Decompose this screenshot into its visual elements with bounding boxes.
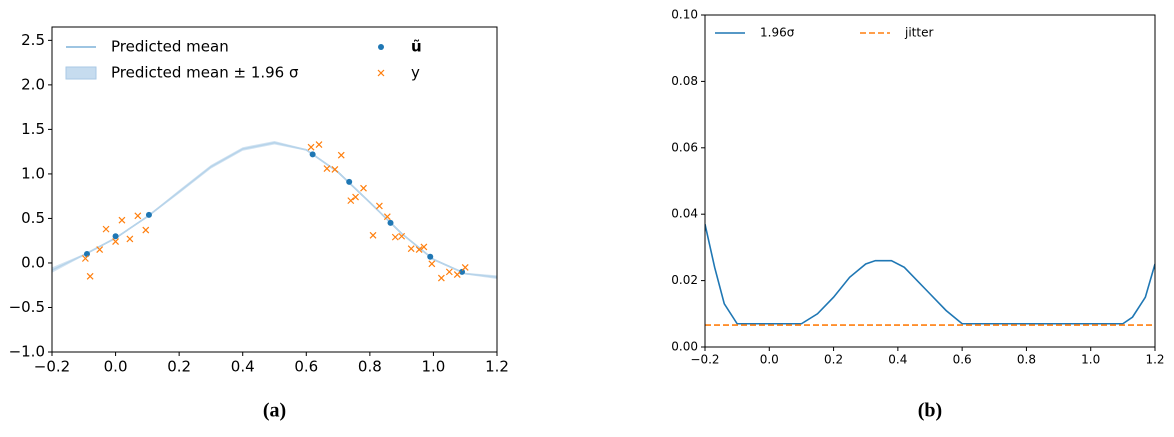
data-point <box>375 202 383 210</box>
data-point <box>145 211 152 218</box>
y-tick-label: 1.0 <box>21 164 45 182</box>
legend-label: Predicted mean <box>111 38 229 56</box>
y-tick-label: 1.5 <box>21 120 45 138</box>
x-tick-label: 1.2 <box>1145 353 1164 367</box>
legend-label: 1.96σ <box>760 26 795 40</box>
x-tick-label: 0.6 <box>953 353 972 367</box>
data-point <box>407 245 415 253</box>
legend-swatch <box>377 69 385 77</box>
panel: −0.2 0.0 0.2 0.4 0.6 0.8 1.0 1.2 −1.0 −0.5 0.0 0.5 1… <box>9 26 509 422</box>
y-tick-label: 0.00 <box>671 340 698 354</box>
data-point <box>337 151 345 159</box>
data-point <box>81 255 89 262</box>
x-tick-label: 1.2 <box>485 358 509 376</box>
data-point <box>383 213 391 221</box>
x-tick-label: 0.2 <box>167 358 191 376</box>
data-point <box>331 166 339 173</box>
x-tick-label: 0.8 <box>358 358 382 376</box>
data-point <box>102 225 110 233</box>
y-tick-label: −1.0 <box>9 343 45 361</box>
data-point <box>118 216 126 224</box>
x-tick-label: −0.2 <box>34 358 70 376</box>
data-point <box>309 151 316 158</box>
y-tick-label: 0.04 <box>671 207 698 221</box>
y-tick-label: 0.5 <box>21 209 45 227</box>
data-point <box>352 193 359 201</box>
data-point <box>112 233 119 240</box>
legend-swatch <box>65 66 97 80</box>
caption: (a) <box>263 400 286 422</box>
data-point <box>323 165 331 172</box>
data-point <box>420 243 428 251</box>
y-tick-label: −0.5 <box>9 298 45 316</box>
legend-swatch <box>378 44 384 50</box>
y-tick-label: 2.0 <box>21 75 45 93</box>
legend-label: y <box>411 64 420 82</box>
data-point <box>398 232 406 240</box>
axes-frame <box>704 14 1156 348</box>
axes-frame <box>51 26 498 353</box>
data-point <box>112 238 119 246</box>
y-tick-label: 0.0 <box>21 253 45 271</box>
x-tick-label: −0.2 <box>690 353 719 367</box>
data-point <box>428 260 436 268</box>
y-tick-label: 0.06 <box>671 140 698 154</box>
panel: −0.2 0.0 0.2 0.4 0.6 0.8 1.0 1.2 0.00 0.02 0.04 0.0… <box>671 8 1164 422</box>
data-point <box>346 178 353 185</box>
plot-area <box>705 223 1155 326</box>
x-tick-label: 0.6 <box>294 358 318 376</box>
data-point <box>387 219 394 226</box>
x-tick-label: 0.4 <box>231 358 255 376</box>
legend-label: jitter <box>904 26 933 40</box>
data-point <box>369 231 377 239</box>
data-point <box>347 197 355 205</box>
legend-label: Predicted mean ± 1.96 σ <box>111 64 299 82</box>
data-point <box>307 143 315 151</box>
data-point <box>427 253 434 260</box>
line <box>705 223 1155 325</box>
data-point <box>96 246 104 254</box>
data-point <box>142 226 150 234</box>
caption: (b) <box>918 400 942 422</box>
x-tick-label: 0.4 <box>888 353 907 367</box>
data-point <box>437 274 445 282</box>
x-tick-label: 0.0 <box>760 353 779 367</box>
x-tick-label: 0.2 <box>824 353 843 367</box>
data-point <box>134 212 142 220</box>
data-point <box>445 268 453 276</box>
data-point <box>360 184 367 192</box>
x-tick-label: 0.0 <box>104 358 128 376</box>
x-tick-label: 1.0 <box>1081 353 1100 367</box>
data-point <box>453 271 461 278</box>
plot-area <box>52 140 497 282</box>
data-point <box>126 235 134 243</box>
data-point <box>391 233 399 241</box>
y-tick-label: 0.02 <box>671 273 698 287</box>
x-tick-label: 0.8 <box>1017 353 1036 367</box>
data-point <box>459 268 466 275</box>
legend-label: ũ <box>411 38 422 56</box>
x-tick-label: 1.0 <box>421 358 445 376</box>
data-point <box>461 263 469 271</box>
data-point <box>415 246 423 254</box>
y-tick-label: 0.10 <box>671 8 698 22</box>
data-point <box>315 141 323 148</box>
data-point <box>83 251 90 258</box>
y-tick-label: 0.08 <box>671 74 698 88</box>
data-point <box>86 272 94 280</box>
y-tick-label: 2.5 <box>21 31 45 49</box>
